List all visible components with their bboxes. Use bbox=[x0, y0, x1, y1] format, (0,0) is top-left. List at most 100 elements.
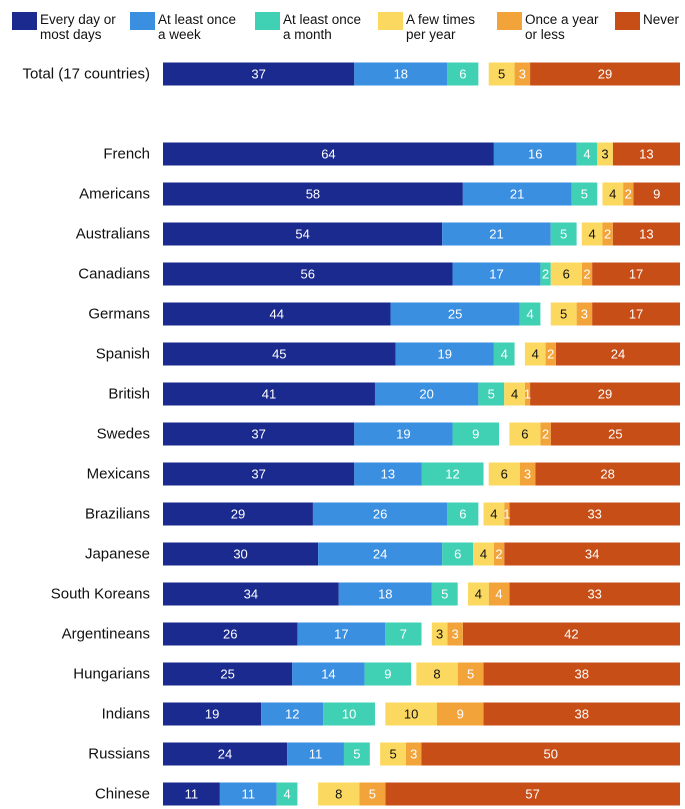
value-label: 16 bbox=[528, 147, 542, 162]
value-label: 24 bbox=[373, 547, 387, 562]
category-label: Canadians bbox=[78, 266, 150, 283]
value-label: 5 bbox=[581, 187, 588, 202]
bar-segment bbox=[431, 582, 458, 606]
value-label: 4 bbox=[480, 547, 487, 562]
bar-segment bbox=[581, 222, 603, 246]
bar-segment bbox=[163, 462, 355, 486]
value-label: 17 bbox=[489, 267, 503, 282]
value-label: 19 bbox=[205, 707, 219, 722]
value-label: 19 bbox=[396, 427, 410, 442]
bar-segment bbox=[297, 622, 386, 646]
bar-segment bbox=[431, 622, 448, 646]
bar-segment bbox=[385, 702, 438, 726]
value-label: 1 bbox=[503, 507, 510, 522]
value-label: 11 bbox=[185, 787, 199, 802]
value-label: 4 bbox=[588, 227, 595, 242]
bar-segment bbox=[421, 742, 680, 766]
bar-segment bbox=[354, 422, 453, 446]
category-label: French bbox=[103, 146, 150, 163]
bar-segment bbox=[488, 62, 515, 86]
value-label: 6 bbox=[459, 507, 466, 522]
value-label: 5 bbox=[389, 747, 396, 762]
bar-segment bbox=[592, 262, 680, 286]
category-label: Swedes bbox=[97, 426, 150, 443]
value-label: 4 bbox=[609, 187, 616, 202]
bar-segment bbox=[385, 782, 680, 806]
bar-segment bbox=[318, 542, 443, 566]
value-label: 45 bbox=[272, 347, 286, 362]
legend-item: Every day or most days bbox=[12, 12, 116, 42]
legend-swatch bbox=[497, 12, 522, 30]
value-label: 7 bbox=[400, 627, 407, 642]
bar-segment bbox=[323, 702, 375, 726]
value-label: 9 bbox=[653, 187, 660, 202]
value-label: 21 bbox=[510, 187, 524, 202]
category-label: Mexicans bbox=[87, 466, 150, 483]
bar-segment bbox=[571, 182, 598, 206]
category-label: Total (17 countries) bbox=[22, 66, 150, 83]
value-label: 17 bbox=[334, 627, 348, 642]
value-label: 6 bbox=[459, 67, 466, 82]
value-label: 11 bbox=[242, 787, 256, 802]
value-label: 13 bbox=[381, 467, 395, 482]
value-label: 25 bbox=[608, 427, 622, 442]
bar-segment bbox=[163, 542, 319, 566]
value-label: 17 bbox=[629, 267, 643, 282]
value-label: 25 bbox=[448, 307, 462, 322]
category-label: South Koreans bbox=[51, 586, 150, 603]
bar-segment bbox=[163, 622, 298, 646]
value-label: 20 bbox=[419, 387, 433, 402]
value-label: 38 bbox=[575, 667, 589, 682]
bar-segment bbox=[509, 422, 541, 446]
legend-item: At least once a week bbox=[130, 12, 236, 42]
value-label: 2 bbox=[625, 187, 632, 202]
bar-segment bbox=[287, 742, 344, 766]
bar-segment bbox=[163, 342, 396, 366]
value-label: 13 bbox=[639, 147, 653, 162]
bar-segment bbox=[405, 742, 422, 766]
legend-item: Once a year or less bbox=[497, 12, 599, 42]
value-label: 29 bbox=[231, 507, 245, 522]
value-label: 5 bbox=[441, 587, 448, 602]
value-label: 24 bbox=[218, 747, 232, 762]
bar-segment bbox=[276, 782, 298, 806]
legend-label: Never bbox=[643, 12, 680, 27]
value-label: 4 bbox=[475, 587, 482, 602]
bar-segment bbox=[374, 382, 479, 406]
bar-segment bbox=[555, 342, 680, 366]
bar-segment bbox=[380, 742, 406, 766]
bar-segment bbox=[163, 662, 293, 686]
value-label: 4 bbox=[501, 347, 508, 362]
category-label: Brazilians bbox=[85, 506, 150, 523]
bar-segment bbox=[312, 502, 448, 526]
value-label: 2 bbox=[495, 547, 502, 562]
bar-segment bbox=[442, 542, 474, 566]
bar-segment bbox=[261, 702, 324, 726]
value-label: 4 bbox=[583, 147, 590, 162]
bar-segment bbox=[540, 422, 551, 446]
bar-segment bbox=[550, 222, 577, 246]
value-label: 18 bbox=[378, 587, 392, 602]
value-label: 3 bbox=[451, 627, 458, 642]
bar-segment bbox=[452, 262, 541, 286]
legend-label: At least once a month bbox=[283, 12, 362, 42]
bar-segment bbox=[163, 262, 453, 286]
bar-segment bbox=[545, 342, 556, 366]
value-label: 18 bbox=[394, 67, 408, 82]
value-label: 2 bbox=[547, 347, 554, 362]
bar-segment bbox=[163, 382, 375, 406]
value-label: 34 bbox=[585, 547, 599, 562]
value-label: 41 bbox=[262, 387, 276, 402]
bar-segment bbox=[473, 542, 494, 566]
bar-segment bbox=[483, 702, 680, 726]
bar-segment bbox=[318, 782, 360, 806]
value-label: 2 bbox=[583, 267, 590, 282]
value-label: 1 bbox=[524, 387, 531, 402]
bar-segment bbox=[354, 462, 422, 486]
bar-segment bbox=[385, 622, 422, 646]
value-label: 9 bbox=[472, 427, 479, 442]
value-label: 6 bbox=[563, 267, 570, 282]
bar-segment bbox=[457, 662, 484, 686]
category-label: Germans bbox=[88, 306, 150, 323]
bar-segment bbox=[509, 502, 680, 526]
